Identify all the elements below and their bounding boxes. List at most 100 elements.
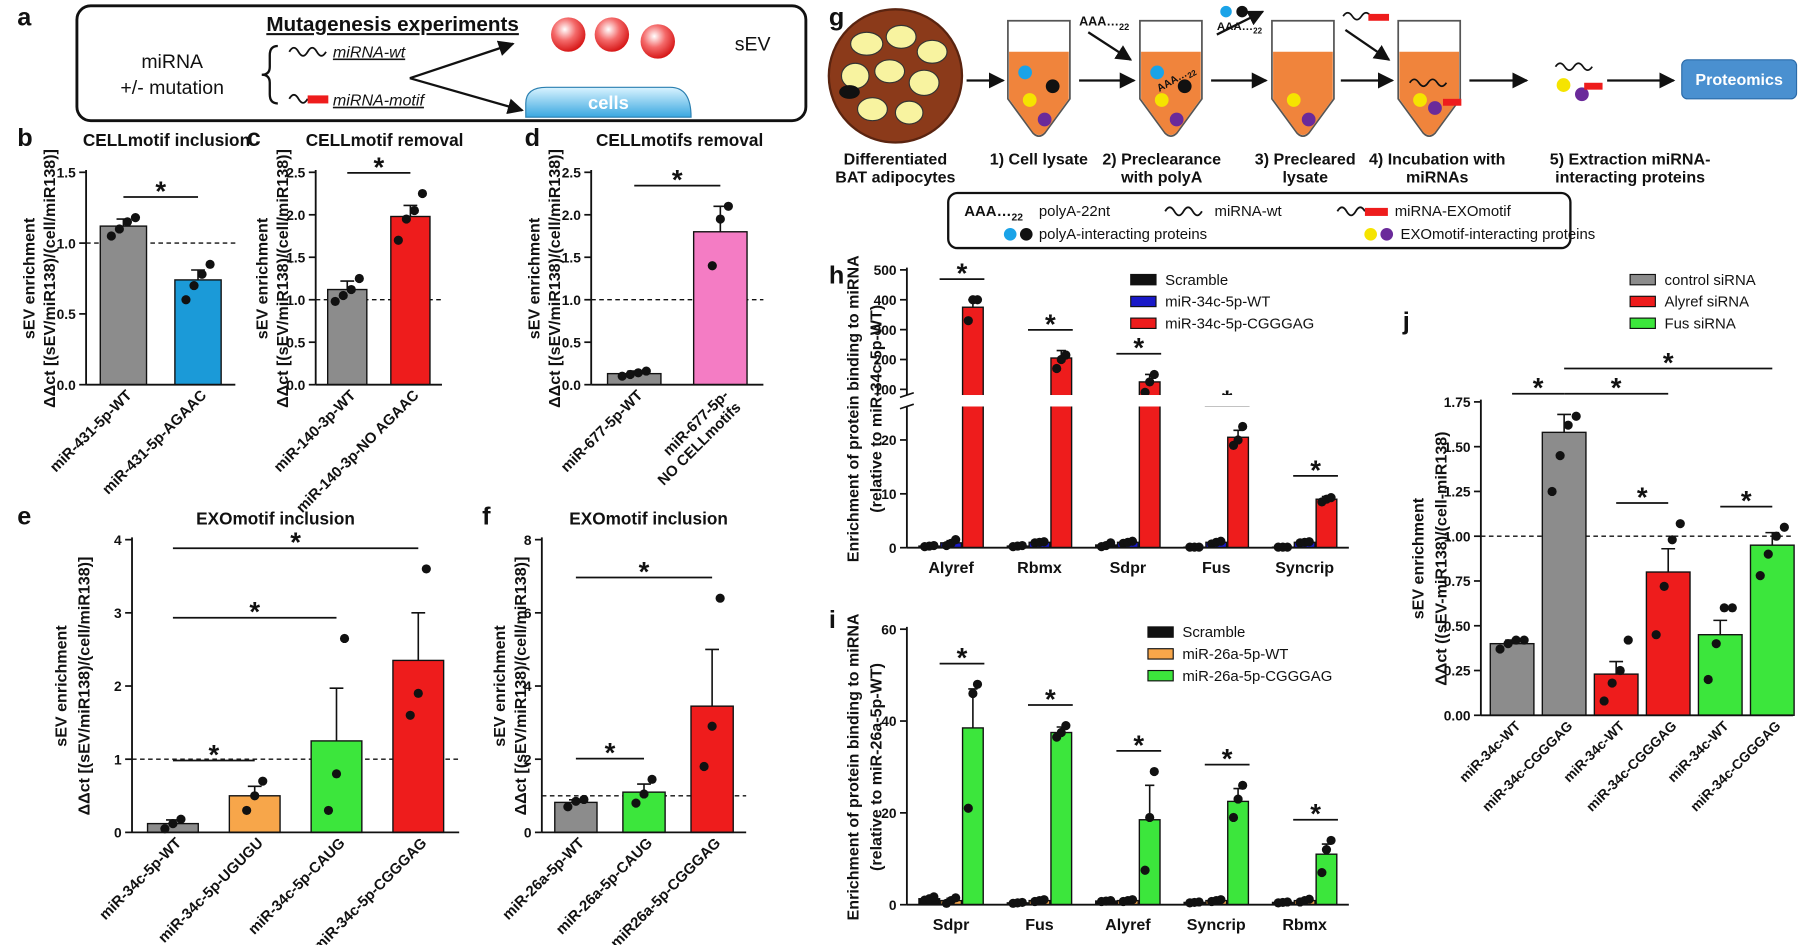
data-point (1304, 894, 1314, 904)
significance-label: * (1045, 683, 1056, 714)
data-point (1503, 639, 1513, 649)
data-point (1771, 531, 1781, 541)
y-tick-label: 1 (114, 752, 122, 767)
y-tick-label: 1.0 (562, 293, 581, 308)
y-tick-label: 2.5 (286, 165, 305, 180)
data-point (417, 188, 428, 199)
x-tick-label: Rbmx (1282, 916, 1327, 934)
y-tick-label: 10 (881, 487, 897, 502)
y-axis-label: sEV enrichment (1409, 497, 1427, 619)
axis-break-mark (899, 391, 915, 410)
legend-label: miR-34c-5p-WT (1165, 294, 1270, 311)
significance-label: * (1637, 481, 1648, 512)
legend-label: Alyref siRNA (1665, 294, 1750, 311)
panel-letter: h (829, 262, 844, 290)
sev-sphere (640, 24, 675, 59)
significance-label: * (1663, 347, 1674, 378)
significance-label: * (605, 737, 616, 768)
chart-title: CELLmotif removal (306, 130, 464, 150)
illustration-g (1007, 19, 1462, 138)
y-tick-label: 0.0 (286, 378, 305, 393)
data-point (617, 371, 627, 381)
y-tick-label: 3 (114, 606, 122, 621)
cells-icon (525, 86, 692, 118)
data-point (1571, 411, 1581, 421)
panel-letter: c (247, 124, 261, 152)
y-tick-label: 2 (114, 679, 122, 694)
data-point (181, 295, 191, 305)
data-point (250, 791, 260, 801)
y-tick-label: 0.0 (57, 378, 76, 393)
significance-label: * (1611, 372, 1622, 403)
illustration-circle (1045, 79, 1060, 94)
sev-sphere (594, 17, 630, 52)
illustration-ellipse (840, 62, 870, 90)
brace (261, 44, 278, 105)
data-point (1547, 486, 1557, 497)
x-tick-label: miR-34c-5p-WT (96, 835, 185, 924)
illustration-line (1087, 31, 1133, 61)
panel-letter: a (17, 3, 32, 31)
y-axis-label: (relative to miR-26a-5p-WT) (868, 663, 886, 871)
bar (174, 279, 222, 386)
illustration-circle (1575, 87, 1589, 102)
axis-break (895, 395, 1349, 407)
data-point (339, 633, 350, 644)
panel-letter: g (829, 3, 844, 31)
data-point (1317, 867, 1327, 878)
y-tick-label: 0.25 (1444, 664, 1471, 679)
significance-label: * (1310, 454, 1321, 485)
mirna-icon (288, 93, 309, 104)
illustration-circle (1413, 93, 1427, 107)
x-tick-label: Syncrip (1275, 559, 1334, 577)
legend-swatch (1147, 648, 1174, 660)
bar (228, 795, 281, 834)
y-axis-label: sEV enrichment (526, 217, 544, 339)
data-point (205, 259, 215, 269)
error-bar (329, 687, 344, 741)
bar (1138, 381, 1161, 549)
illustration-circle (1150, 65, 1165, 80)
data-point (1017, 540, 1027, 551)
data-point (641, 366, 651, 376)
y-tick-label: 0.5 (562, 335, 581, 350)
significance-label: * (1533, 372, 1544, 403)
illustration-rect (1364, 207, 1388, 216)
panel-letter: d (525, 124, 540, 152)
sev-sphere (551, 17, 586, 52)
x-tick-label: miR-677-5p-NO CELLmotifs (642, 387, 744, 489)
y-tick-label: 2.0 (562, 208, 581, 223)
illustration-ellipse (894, 100, 924, 125)
bar (692, 231, 748, 386)
data-point (189, 280, 199, 291)
illustration-tspan: 4) Incubation with (1369, 150, 1506, 168)
illustration-g (1009, 51, 1460, 135)
error-bar (705, 648, 720, 707)
illustration-g (966, 10, 1676, 89)
illustration-rect (1584, 82, 1603, 90)
data-point (258, 776, 268, 786)
data-point (401, 214, 411, 224)
data-point (707, 721, 717, 731)
x-tick-label: miR-34c-CGGGAG (1688, 718, 1784, 814)
data-point (1216, 536, 1226, 546)
data-point (563, 802, 573, 812)
data-point (1675, 519, 1685, 529)
data-point (972, 295, 983, 305)
data-point (1052, 363, 1062, 374)
data-point (639, 789, 649, 799)
data-point (1607, 678, 1617, 688)
legend-swatch (1147, 626, 1174, 638)
error-bar (411, 612, 426, 661)
step-label: 2) Preclearance with polyA (1102, 150, 1221, 186)
data-point (1659, 581, 1669, 591)
legend-swatch (1130, 295, 1157, 308)
data-point (1106, 538, 1116, 548)
frame (75, 4, 808, 123)
significance-label: * (373, 151, 384, 182)
significance-label: * (1133, 729, 1144, 760)
illustration-path (1408, 78, 1448, 88)
data-point (197, 269, 207, 279)
data-point (1061, 721, 1071, 731)
